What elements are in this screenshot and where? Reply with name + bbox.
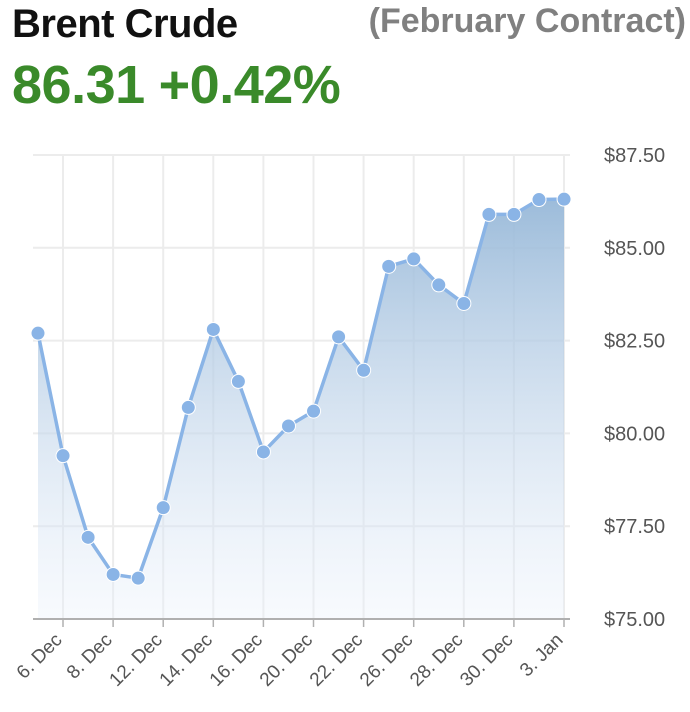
x-tick-label: 14. Dec xyxy=(156,630,217,691)
x-tick-label: 6. Dec xyxy=(13,630,67,684)
data-point xyxy=(205,321,221,337)
data-point xyxy=(406,251,422,267)
x-tick-label: 16. Dec xyxy=(206,630,267,691)
data-point xyxy=(556,191,572,207)
series-line xyxy=(36,197,566,580)
data-point xyxy=(180,399,196,415)
current-price: 86.31 xyxy=(12,55,145,115)
data-point xyxy=(356,362,372,378)
data-point xyxy=(481,206,497,222)
chart-title: Brent Crude xyxy=(12,2,238,46)
y-tick-label: $75.00 xyxy=(604,609,665,631)
x-tick-label: 30. Dec xyxy=(456,630,517,691)
data-point xyxy=(55,448,71,464)
data-point xyxy=(306,403,322,419)
data-point xyxy=(456,295,472,311)
price-change: +0.42% xyxy=(158,55,341,115)
data-point xyxy=(230,373,246,389)
y-tick-label: $87.50 xyxy=(604,145,665,167)
y-tick-label: $82.50 xyxy=(604,331,665,353)
data-point xyxy=(105,566,121,582)
y-tick-label: $80.00 xyxy=(604,423,665,445)
y-tick-label: $85.00 xyxy=(604,238,665,260)
x-tick-label: 3. Jan xyxy=(516,630,567,681)
data-point xyxy=(130,570,146,586)
x-tick-label: 22. Dec xyxy=(306,630,367,691)
x-tick-label: 28. Dec xyxy=(406,630,467,691)
data-point xyxy=(431,277,447,293)
data-point xyxy=(281,418,296,434)
data-point xyxy=(155,500,171,516)
data-point xyxy=(506,206,522,222)
chart-subtitle: (February Contract) xyxy=(368,2,686,40)
x-tick-label: 20. Dec xyxy=(256,630,317,691)
data-point xyxy=(80,529,96,545)
line-layer xyxy=(36,197,566,580)
area-layer xyxy=(38,199,565,620)
series-area xyxy=(38,199,565,620)
data-point xyxy=(30,325,46,341)
price-row: 86.31 +0.42% xyxy=(12,54,341,116)
data-point xyxy=(531,192,547,208)
x-tick-label: 26. Dec xyxy=(356,630,417,691)
point-layer xyxy=(30,191,572,586)
data-point xyxy=(331,329,347,345)
data-point xyxy=(381,258,397,274)
y-tick-label: $77.50 xyxy=(604,516,665,538)
x-tick-label: 12. Dec xyxy=(106,630,167,691)
data-point xyxy=(255,444,271,460)
